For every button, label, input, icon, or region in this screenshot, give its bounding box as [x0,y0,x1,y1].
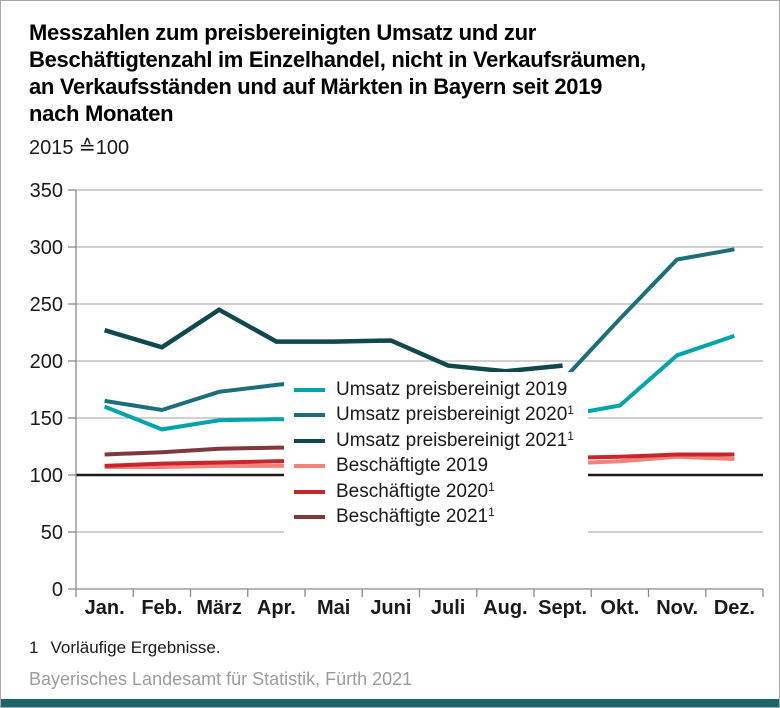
footnote-superscript: 1 [488,505,495,520]
x-tick-label: März [196,597,242,619]
accent-bar [1,699,779,707]
x-tick-label: Jan. [85,597,125,619]
legend-label: Beschäftigte 20211 [336,505,495,528]
y-tick-label: 150 [30,408,63,430]
legend: Umsatz preisbereinigt 2019 Umsatz preisbe… [284,372,588,535]
chart-area: 0 50 100 150 200 250 300 350 Jan. Feb. März Apr. Mai… [1,176,779,626]
legend-line-swatch [294,413,325,418]
y-tick-label: 350 [30,180,63,202]
y-tick-label: 0 [52,579,63,601]
x-tick-label: Dez. [714,597,755,619]
footnote-marker: 1 [29,638,39,657]
legend-line-swatch [294,515,325,520]
y-tick-label: 250 [30,294,63,316]
legend-item: Beschäftigte 20211 [294,505,574,531]
line-chart: 0 50 100 150 200 250 300 350 Jan. Feb. März Apr. Mai… [30,180,764,619]
x-tick-label: Feb. [141,597,182,619]
y-tick-label: 50 [41,522,63,544]
footnote-superscript: 1 [488,479,495,494]
legend-label: Umsatz preisbereinigt 20211 [336,428,574,451]
legend-item: Beschäftigte 20201 [294,479,574,505]
source-line: Bayerisches Landesamt für Statistik, Für… [29,669,413,689]
y-tick-label: 100 [30,465,63,487]
footnote-superscript: 1 [567,403,574,418]
x-tick-label: Aug. [483,597,527,619]
legend-line-swatch [294,438,325,443]
legend-item: Umsatz preisbereinigt 20211 [294,428,574,454]
legend-line-swatch [294,387,325,392]
legend-item: Umsatz preisbereinigt 20201 [294,403,574,429]
y-tick-label: 200 [30,351,63,373]
footnote-text: Vorläufige Ergebnisse. [50,638,221,657]
legend-label: Beschäftigte 20201 [336,479,495,502]
y-tick-label: 300 [30,237,63,259]
footnote: 1 Vorläufige Ergebnisse. [29,638,221,658]
x-tick-label: Sept. [538,597,587,619]
x-tick-label: Apr. [257,597,296,619]
x-tick-label: Okt. [600,597,639,619]
legend-label: Umsatz preisbereinigt 20201 [336,403,574,426]
legend-label: Beschäftigte 2019 [336,455,489,477]
title-line-4: nach Monaten [29,101,174,126]
x-tick-label: Mai [317,597,350,619]
x-tick-label: Juli [431,597,465,619]
footnote-superscript: 1 [567,428,574,443]
legend-item: Umsatz preisbereinigt 2019 [294,377,574,403]
chart-title: Messzahlen zum preisbereinigten Umsatz u… [29,19,759,127]
index-base-subtitle: 2015 ≙100 [29,137,130,159]
series-line-umsatz-preisbereinigt-2021 [103,307,563,374]
legend-item: Beschäftigte 2019 [294,454,574,480]
x-tick-label: Juni [370,597,411,619]
legend-line-swatch [294,464,325,469]
legend-label: Umsatz preisbereinigt 2019 [336,378,568,400]
title-line-2: Beschäftigtenzahl im Einzelhandel, nicht… [29,47,646,72]
legend-line-swatch [294,489,325,494]
x-tick-label: Nov. [656,597,698,619]
title-line-3: an Verkaufsständen und auf Märkten in Ba… [29,74,603,99]
title-line-1: Messzahlen zum preisbereinigten Umsatz u… [29,20,536,45]
